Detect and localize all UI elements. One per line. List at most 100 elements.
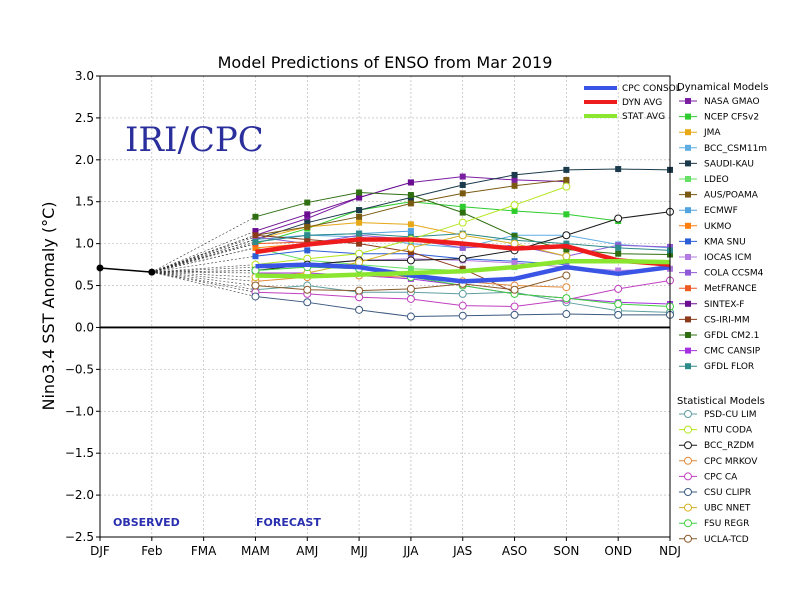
data-point — [510, 201, 519, 210]
legend-marker-bcc-rzdm — [684, 441, 692, 450]
legend-label-ukmo: UKMO — [704, 222, 731, 232]
data-point — [252, 213, 259, 220]
x-tick-label: FMA — [191, 544, 217, 558]
legend-marker-cmc-cansip — [685, 347, 691, 354]
y-tick-label: 0.5 — [75, 279, 94, 293]
observed-label: OBSERVED — [113, 516, 180, 529]
data-point — [511, 233, 518, 240]
legend-label-sintex-f: SINTEX-F — [704, 300, 744, 310]
observed-series — [96, 264, 156, 276]
legend-label-dyn-avg: DYN AVG — [622, 98, 662, 108]
data-point — [614, 284, 623, 293]
data-point — [406, 243, 415, 252]
data-point — [562, 271, 571, 280]
data-point — [459, 203, 466, 210]
data-point — [303, 285, 312, 294]
legend-label-stat-avg: STAT AVG — [622, 112, 665, 122]
legend-label-saudi-kau: SAUDI-KAU — [704, 159, 754, 169]
data-point — [303, 298, 312, 307]
observed-to-forecast-link — [151, 271, 256, 293]
y-tick-label: 2.5 — [75, 111, 94, 125]
legend-marker-gfdl-cm2-1 — [685, 332, 691, 338]
data-point — [406, 256, 415, 265]
legend-marker-gfdl-flor — [685, 363, 691, 370]
y-tick-label: −1.5 — [65, 446, 94, 460]
x-tick-label: DJF — [90, 544, 110, 558]
data-point — [459, 181, 466, 188]
y-axis-label: Nino3.4 SST Anomaly (°C) — [39, 202, 58, 411]
observed-to-forecast-link — [151, 271, 256, 297]
forecast-label: FORECAST — [256, 516, 321, 529]
legend-marker-ecmwf — [685, 207, 691, 214]
legend-label-metfrance: MetFRANCE — [704, 284, 757, 294]
data-point — [459, 173, 466, 180]
data-point — [406, 284, 415, 293]
series-ubc-nnet — [251, 231, 571, 282]
y-tick-label: −0.5 — [65, 362, 94, 376]
data-point — [459, 265, 466, 272]
observed-to-forecast-link — [151, 216, 256, 273]
data-point — [356, 194, 363, 201]
legend-label-bcc-csm11m: BCC_CSM11m — [704, 144, 767, 154]
data-point — [510, 302, 519, 311]
y-tick-label: −1.0 — [65, 404, 94, 418]
data-point — [458, 311, 467, 320]
data-point — [511, 259, 518, 266]
legend-marker-csu-clipr — [684, 488, 692, 496]
series-line-sintex-f — [255, 181, 412, 232]
legend-marker-ubc-nnet — [684, 503, 692, 512]
observed-to-forecast-link — [151, 255, 256, 273]
x-tick-label: MAM — [241, 544, 270, 558]
data-point — [562, 283, 571, 292]
iri-cpc-watermark: IRI/CPC — [125, 120, 264, 160]
data-point — [562, 231, 571, 240]
data-point — [356, 219, 363, 226]
data-point — [355, 258, 364, 267]
observed-to-forecast-link — [151, 271, 256, 282]
data-point — [304, 232, 311, 239]
legend-label-csu-clipr: CSU CLIPR — [704, 488, 751, 498]
data-point — [511, 176, 518, 183]
observed-to-forecast-link — [151, 271, 256, 291]
y-tick-label: −2.5 — [65, 530, 94, 544]
average-line-stat-avg — [255, 258, 671, 279]
legend-label-bcc-rzdm: BCC_RZDM — [704, 441, 754, 451]
observed-to-forecast-link — [151, 247, 256, 273]
data-point — [304, 247, 311, 254]
legend-label-cs-iri-mm: CS-IRI-MM — [704, 315, 750, 325]
legend-marker-ukmo — [685, 222, 691, 229]
y-tick-label: −2.0 — [65, 488, 94, 502]
legend-label-nasa-gmao: NASA GMAO — [704, 97, 760, 107]
data-point — [356, 189, 363, 196]
legend-label-cpc-mrkov: CPC MRKOV — [704, 457, 758, 467]
legend-marker-iocas-icm — [685, 254, 691, 260]
data-point — [407, 265, 414, 272]
data-point — [511, 207, 518, 214]
legend-marker-cpc-mrkov — [684, 456, 692, 465]
legend-label-ntu-coda: NTU CODA — [704, 426, 753, 436]
legend-marker-ntu-coda — [684, 425, 692, 434]
x-tick-label: Feb — [141, 544, 162, 558]
series-cpc-ca — [251, 276, 674, 311]
observed-to-forecast-link — [151, 264, 256, 273]
data-point — [615, 267, 622, 274]
legend-label-ecmwf: ECMWF — [704, 206, 738, 216]
x-tick-label: SON — [553, 544, 579, 558]
average-series — [255, 237, 671, 284]
legend-marker-cpc-ca — [684, 472, 692, 481]
data-point — [458, 301, 467, 310]
series-sintex-f — [252, 179, 414, 235]
legend-label-gfdl-flor: GFDL FLOR — [704, 362, 754, 372]
legend-label-gfdl-cm2-1: GFDL CM2.1 — [704, 331, 759, 341]
data-point — [563, 211, 570, 218]
observed-to-forecast-link — [151, 271, 256, 278]
observed-to-forecast-link — [151, 241, 256, 273]
statistical-models-legend: Statistical Models PSD-CU LIM NTU CODA BCC… — [677, 396, 765, 545]
legend-marker-ucla-tcd — [684, 534, 692, 543]
observed-point — [148, 268, 156, 276]
legend-label-aus-poama: AUS/POAMA — [704, 191, 759, 201]
data-point — [304, 236, 311, 243]
data-point — [304, 215, 311, 222]
data-point — [407, 200, 414, 207]
legend-marker-saudi-kau — [685, 160, 691, 167]
